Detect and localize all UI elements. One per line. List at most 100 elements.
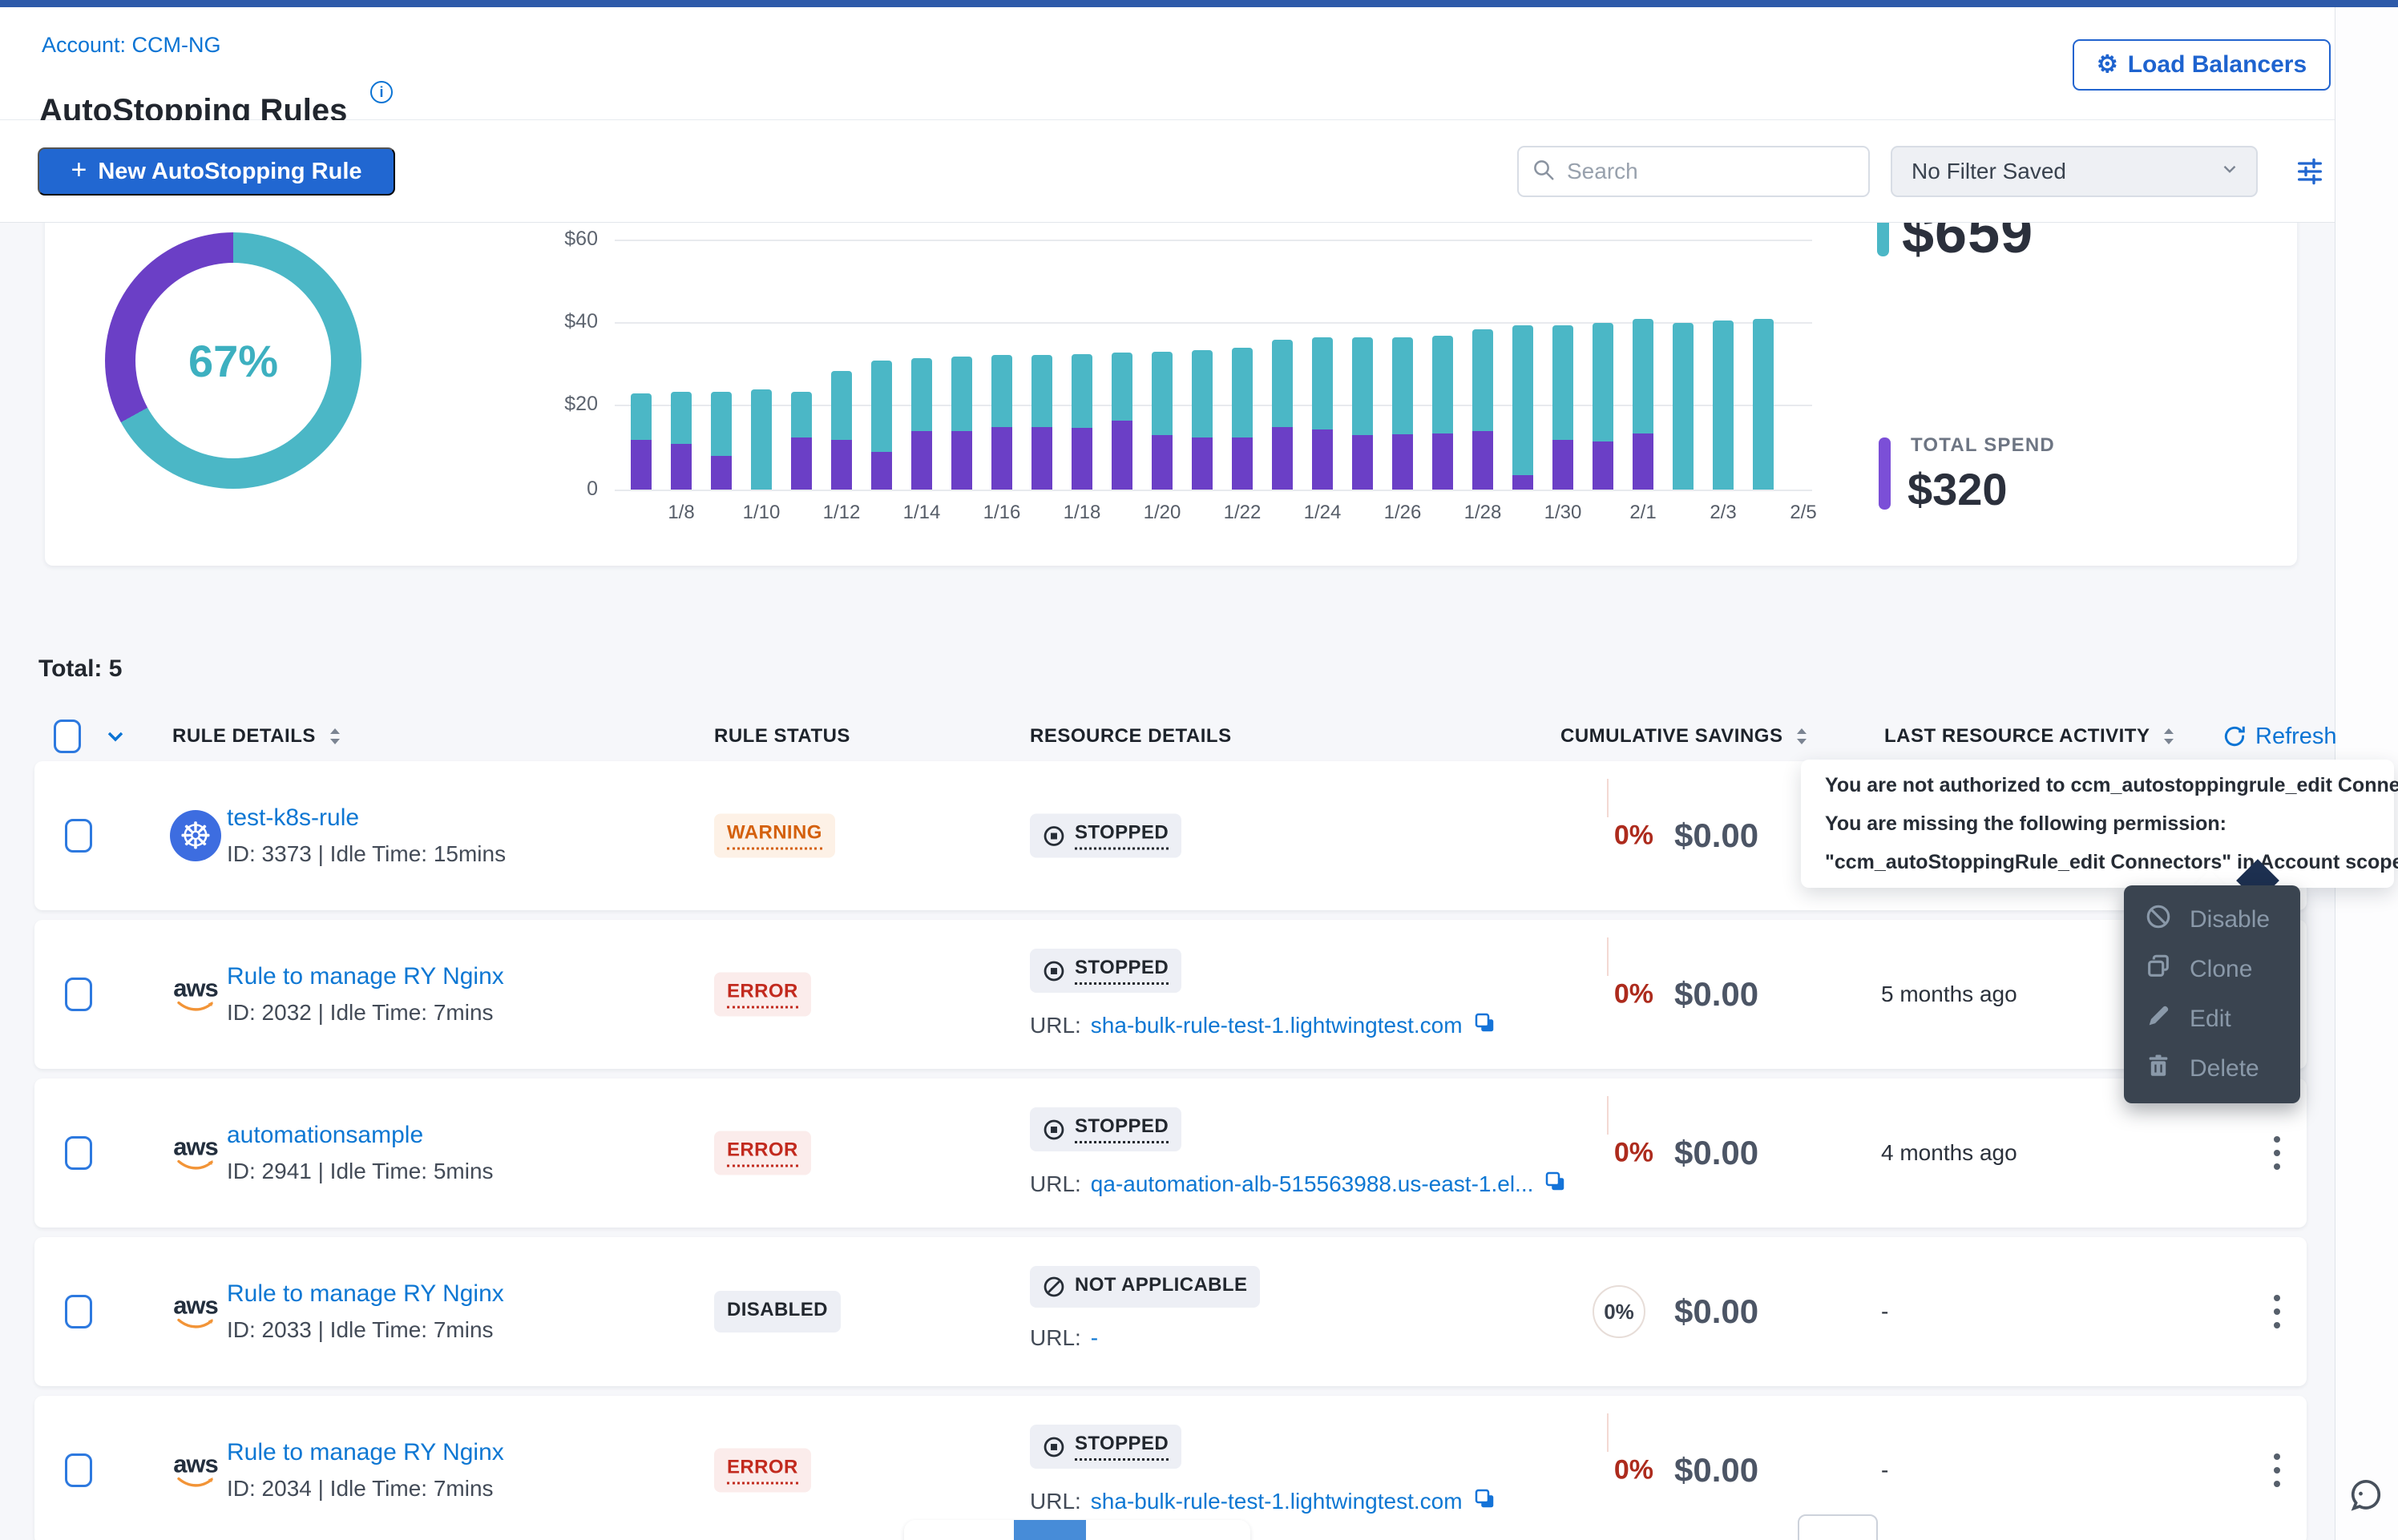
delete-icon bbox=[2145, 1052, 2172, 1086]
purple-segment bbox=[1593, 441, 1613, 490]
stacked-bar[interactable] bbox=[1512, 325, 1533, 490]
url-link[interactable]: qa-automation-alb-515563988.us-east-1.el… bbox=[1090, 1171, 1534, 1196]
url-link[interactable]: sha-bulk-rule-test-1.lightwingtest.com bbox=[1090, 1488, 1463, 1514]
info-icon[interactable]: i bbox=[370, 81, 393, 103]
context-menu-item-delete[interactable]: Delete bbox=[2124, 1044, 2300, 1094]
rule-status-cell: WARNING bbox=[714, 813, 835, 858]
rule-name-link[interactable]: Rule to manage RY Nginx bbox=[227, 963, 504, 990]
column-header[interactable]: CUMULATIVE SAVINGS bbox=[1560, 712, 1811, 761]
row-checkbox[interactable] bbox=[65, 1295, 92, 1328]
stacked-bar[interactable] bbox=[671, 391, 692, 490]
x-axis-tick: 1/26 bbox=[1383, 502, 1422, 523]
context-menu-item-clone[interactable]: Clone bbox=[2124, 945, 2300, 994]
stacked-bar[interactable] bbox=[1753, 318, 1774, 490]
copy-url-button[interactable] bbox=[1543, 1169, 1567, 1199]
row-checkbox[interactable] bbox=[65, 1453, 92, 1487]
stacked-bar[interactable] bbox=[711, 391, 732, 490]
y-axis-tick: $20 bbox=[564, 393, 598, 415]
filter-panel-button[interactable] bbox=[2291, 152, 2329, 191]
select-menu-chevron[interactable] bbox=[103, 712, 128, 761]
teal-segment bbox=[1673, 323, 1694, 490]
resource-details-cell: STOPPED URL: sha-bulk-rule-test-1.lightwin… bbox=[1030, 949, 1496, 1040]
select-all-checkbox[interactable] bbox=[54, 720, 81, 753]
savings-amount: $0.00 bbox=[1674, 975, 1759, 1013]
purple-segment bbox=[1312, 429, 1333, 490]
load-balancers-button[interactable]: ⚙ Load Balancers bbox=[2073, 39, 2331, 91]
stacked-bar[interactable] bbox=[1472, 329, 1493, 490]
url-link[interactable]: sha-bulk-rule-test-1.lightwingtest.com bbox=[1090, 1012, 1463, 1038]
stacked-bar[interactable] bbox=[1072, 354, 1092, 490]
stacked-bar[interactable] bbox=[1593, 323, 1613, 490]
stacked-bar[interactable] bbox=[1432, 335, 1453, 490]
row-actions-menu-button[interactable] bbox=[2267, 1130, 2287, 1176]
url-line: URL: sha-bulk-rule-test-1.lightwingtest.c… bbox=[1030, 1010, 1496, 1040]
row-actions-menu-button[interactable] bbox=[2267, 1447, 2287, 1494]
stacked-bar[interactable] bbox=[1232, 348, 1253, 490]
url-link[interactable]: - bbox=[1090, 1325, 1099, 1350]
rule-name-link[interactable]: Rule to manage RY Nginx bbox=[227, 1439, 504, 1465]
page-size-button[interactable] bbox=[1798, 1514, 1878, 1540]
saved-filter-dropdown[interactable]: No Filter Saved bbox=[1891, 146, 2258, 197]
stacked-bar[interactable] bbox=[871, 360, 892, 490]
stacked-bar[interactable] bbox=[791, 391, 812, 490]
column-header[interactable]: RESOURCE DETAILS bbox=[1030, 712, 1232, 761]
x-axis-tick: 1/8 bbox=[668, 502, 695, 523]
copy-url-button[interactable] bbox=[1472, 1010, 1496, 1040]
row-checkbox[interactable] bbox=[65, 1136, 92, 1170]
stacked-bar[interactable] bbox=[991, 355, 1012, 490]
resource-details-cell: STOPPED URL: qa-automation-alb-515563988.u… bbox=[1030, 1107, 1567, 1199]
purple-segment bbox=[1432, 433, 1453, 490]
new-autostopping-rule-button[interactable]: + New AutoStopping Rule bbox=[38, 147, 395, 196]
pagination-current-page[interactable] bbox=[1014, 1520, 1086, 1540]
stacked-bar[interactable] bbox=[911, 358, 932, 490]
rule-status-cell: DISABLED bbox=[714, 1291, 841, 1332]
purple-segment bbox=[1512, 474, 1533, 490]
stacked-bar[interactable] bbox=[1312, 337, 1333, 490]
gridline bbox=[615, 405, 1812, 406]
stacked-bar[interactable] bbox=[1352, 337, 1373, 490]
stacked-bar[interactable] bbox=[1713, 320, 1734, 490]
stacked-bar[interactable] bbox=[1192, 349, 1213, 490]
breadcrumb-account[interactable]: Account: CCM-NG bbox=[42, 33, 221, 57]
teal-segment bbox=[1072, 354, 1092, 429]
stacked-bar[interactable] bbox=[1152, 352, 1173, 490]
rule-name-link[interactable]: test-k8s-rule bbox=[227, 804, 360, 831]
context-menu-item-disable[interactable]: Disable bbox=[2124, 895, 2300, 945]
x-axis-tick: 1/24 bbox=[1303, 502, 1342, 523]
stacked-bar[interactable] bbox=[751, 389, 772, 490]
stacked-bar[interactable] bbox=[631, 393, 652, 490]
row-checkbox[interactable] bbox=[65, 819, 92, 853]
column-header[interactable]: LAST RESOURCE ACTIVITY bbox=[1884, 712, 2178, 761]
donut-hole: 67% bbox=[135, 263, 331, 458]
stacked-bar[interactable] bbox=[1392, 337, 1413, 490]
context-menu-item-edit[interactable]: Edit bbox=[2124, 994, 2300, 1044]
row-actions-menu-button[interactable] bbox=[2267, 1288, 2287, 1335]
stacked-bar[interactable] bbox=[1673, 323, 1694, 490]
row-checkbox[interactable] bbox=[65, 978, 92, 1011]
url-line: URL: qa-automation-alb-515563988.us-east-… bbox=[1030, 1169, 1567, 1199]
savings-percent: 0% bbox=[1613, 978, 1653, 1010]
rule-row: aws Rule to manage RY Nginx ID: 2034 | I… bbox=[34, 1396, 2307, 1540]
stacked-bar[interactable] bbox=[1272, 339, 1293, 490]
rule-name-link[interactable]: Rule to manage RY Nginx bbox=[227, 1280, 504, 1307]
stacked-bar[interactable] bbox=[831, 370, 852, 490]
select-all-checkbox-cell bbox=[54, 712, 81, 761]
stacked-bar[interactable] bbox=[1552, 325, 1573, 490]
rule-meta: ID: 2032 | Idle Time: 7mins bbox=[227, 1000, 494, 1025]
column-header-label: RESOURCE DETAILS bbox=[1030, 725, 1232, 747]
copy-url-button[interactable] bbox=[1472, 1486, 1496, 1516]
context-menu-item-label: Edit bbox=[2190, 1006, 2231, 1032]
rule-name-link[interactable]: automationsample bbox=[227, 1122, 424, 1148]
teal-segment bbox=[671, 391, 692, 444]
column-header[interactable]: RULE STATUS bbox=[714, 712, 850, 761]
search-input[interactable] bbox=[1565, 158, 1855, 185]
stacked-bar[interactable] bbox=[1031, 355, 1052, 490]
stacked-bar[interactable] bbox=[951, 356, 972, 490]
column-header[interactable]: RULE DETAILS bbox=[172, 712, 345, 761]
support-chat-icon[interactable] bbox=[2345, 1471, 2387, 1513]
refresh-button[interactable]: Refresh bbox=[2222, 712, 2337, 761]
stacked-bar[interactable] bbox=[1112, 353, 1132, 490]
stacked-bar[interactable] bbox=[1633, 318, 1653, 490]
teal-segment bbox=[1512, 325, 1533, 475]
